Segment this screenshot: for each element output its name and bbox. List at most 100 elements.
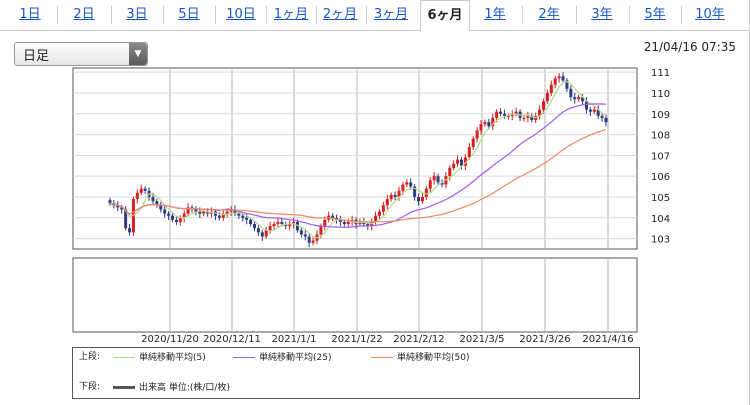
candle-body xyxy=(530,115,534,121)
candle-body xyxy=(565,80,569,89)
candle-body xyxy=(167,213,171,216)
y-tick-label: 104 xyxy=(651,214,670,225)
candle-body xyxy=(428,180,432,189)
tab-period-label: 1ヶ月 xyxy=(273,7,309,22)
candle-body xyxy=(448,167,452,177)
legend-upper-row: 上段: xyxy=(79,350,100,364)
tab-period-13[interactable]: 10年 xyxy=(684,0,736,30)
tab-period-10[interactable]: 2年 xyxy=(527,0,571,30)
tab-period-label: 1年 xyxy=(484,7,506,22)
candle-body xyxy=(303,234,307,237)
candle-body xyxy=(436,176,440,183)
candle-body xyxy=(280,221,284,225)
candle-body xyxy=(155,201,159,206)
candle-body xyxy=(116,205,120,208)
candle-body xyxy=(276,221,280,225)
x-tick-label: 2021/4/16 xyxy=(582,334,633,345)
y-tick-label: 110 xyxy=(651,89,670,100)
candle-body xyxy=(159,205,163,210)
candle-body xyxy=(584,101,588,110)
candle-body xyxy=(233,209,237,214)
candle-body xyxy=(307,236,311,243)
candle-body xyxy=(545,92,549,102)
candle-body xyxy=(420,196,424,202)
candle-body xyxy=(198,211,202,214)
tab-separator xyxy=(57,6,58,24)
candle-body xyxy=(596,109,600,116)
candle-body xyxy=(323,219,327,227)
candle-body xyxy=(260,232,264,237)
candle-body xyxy=(331,215,335,218)
candle-body xyxy=(538,109,542,116)
y-tick-label: 111 xyxy=(651,68,670,79)
candle-body xyxy=(374,215,378,222)
chart-legend: 上段: 単純移動平均(5) 単純移動平均(25) 単純移動平均(50) 下段: … xyxy=(72,347,640,399)
candle-body xyxy=(499,111,503,114)
candle-body xyxy=(245,217,249,220)
legend-ma25: 単純移動平均(25) xyxy=(233,350,331,364)
tab-period-1[interactable]: 2日 xyxy=(62,0,106,30)
tab-separator xyxy=(163,6,164,24)
legend-ma5: 単純移動平均(5) xyxy=(113,350,206,364)
tab-period-label: 10年 xyxy=(695,7,725,22)
candle-body xyxy=(256,228,260,233)
ma5-swatch xyxy=(113,357,135,358)
chevron-down-icon[interactable]: ▼ xyxy=(129,43,147,65)
tab-period-5[interactable]: 1ヶ月 xyxy=(268,0,314,30)
candle-body xyxy=(338,219,342,222)
candle-body xyxy=(409,182,413,187)
candle-body xyxy=(319,226,323,235)
tab-period-3[interactable]: 5日 xyxy=(167,0,211,30)
y-tick-label: 103 xyxy=(651,235,670,246)
candle-body xyxy=(124,209,128,229)
tab-period-9[interactable]: 1年 xyxy=(473,0,517,30)
tab-period-6[interactable]: 2ヶ月 xyxy=(317,0,363,30)
ma50-swatch xyxy=(371,357,393,358)
candle-body xyxy=(522,117,526,119)
tab-period-4[interactable]: 10日 xyxy=(219,0,263,30)
candle-body xyxy=(182,213,186,218)
x-tick-label: 2021/3/5 xyxy=(460,334,505,345)
chart-datetime: 21/04/16 07:35 xyxy=(643,40,736,54)
candle-body xyxy=(241,215,245,218)
tab-period-label: 10日 xyxy=(226,7,256,22)
candle-body xyxy=(561,76,565,81)
candle-body xyxy=(553,78,557,85)
chart-interval-select[interactable]: 日足 ▼ xyxy=(14,42,148,66)
tab-period-0[interactable]: 1日 xyxy=(8,0,52,30)
tab-period-12[interactable]: 5年 xyxy=(633,0,677,30)
candle-body xyxy=(385,199,389,206)
candle-body xyxy=(135,192,139,200)
candle-body xyxy=(592,109,596,112)
x-tick-label: 2021/3/26 xyxy=(519,334,570,345)
legend-lower-row: 下段: xyxy=(79,380,100,394)
candle-body xyxy=(174,219,178,222)
y-tick-label: 108 xyxy=(651,131,670,142)
candle-body xyxy=(237,213,241,216)
ma50-line xyxy=(109,128,607,223)
tab-period-11[interactable]: 3年 xyxy=(580,0,624,30)
candle-body xyxy=(514,111,518,114)
candle-body xyxy=(143,188,147,191)
tab-period-label: 6ヶ月 xyxy=(427,8,463,23)
tab-period-label: 2日 xyxy=(73,7,95,22)
tab-period-label: 5日 xyxy=(178,7,200,22)
tab-period-2[interactable]: 3日 xyxy=(115,0,159,30)
volume-swatch xyxy=(113,386,135,389)
candle-body xyxy=(253,224,257,229)
tab-period-label: 3年 xyxy=(591,7,613,22)
tab-period-7[interactable]: 3ヶ月 xyxy=(368,0,414,30)
legend-ma5-label: 単純移動平均(5) xyxy=(139,353,206,363)
candle-body xyxy=(577,97,581,100)
candle-body xyxy=(440,182,444,185)
candle-body xyxy=(264,230,268,237)
candle-body xyxy=(170,215,174,220)
candle-body xyxy=(186,207,190,214)
x-tick-label: 2021/2/12 xyxy=(393,334,444,345)
candle-body xyxy=(389,194,393,200)
tab-separator xyxy=(110,6,112,24)
candle-body xyxy=(295,221,299,231)
tab-period-8[interactable]: 6ヶ月 xyxy=(420,0,470,32)
candle-body xyxy=(491,117,495,127)
tab-separator xyxy=(365,6,367,24)
